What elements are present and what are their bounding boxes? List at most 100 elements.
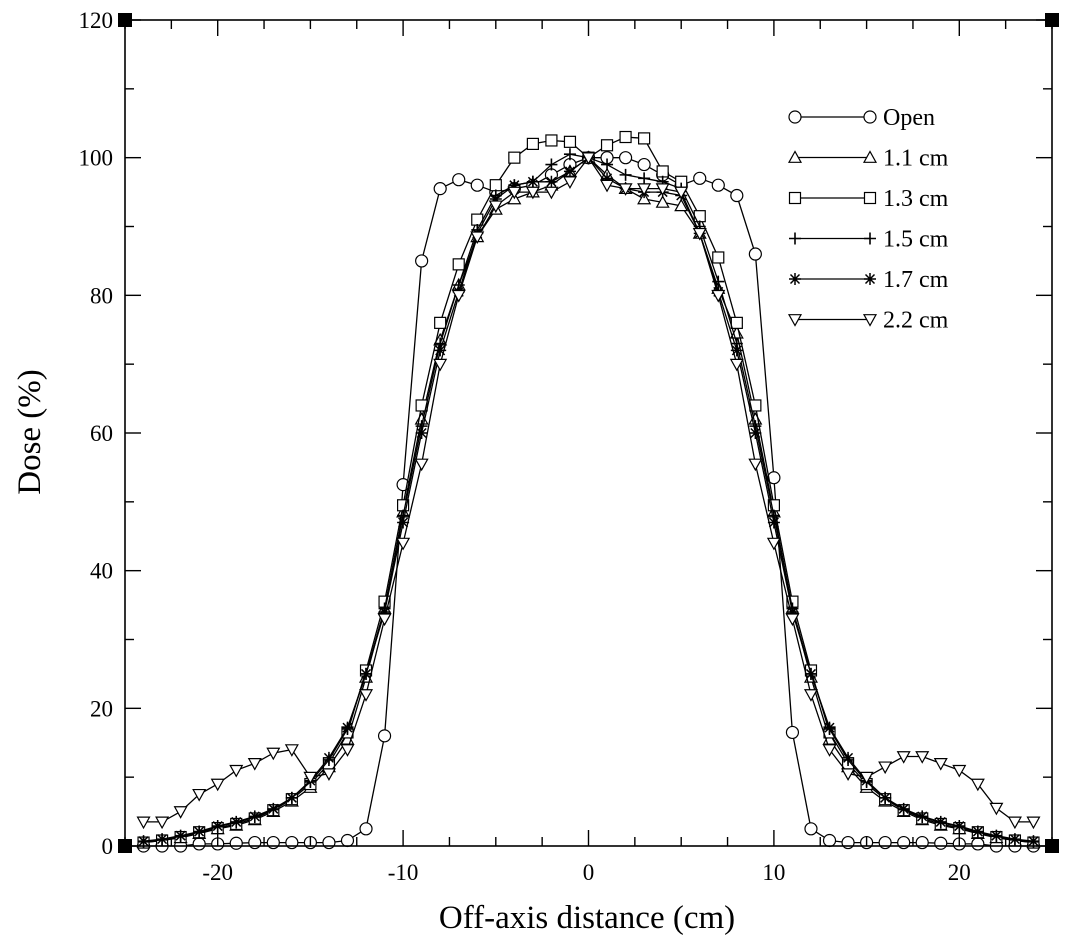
data-point bbox=[434, 316, 447, 329]
data-point bbox=[341, 721, 354, 734]
y-axis-title: Dose (%) bbox=[12, 369, 48, 495]
series-line bbox=[143, 156, 1034, 823]
legend-marker bbox=[788, 110, 802, 124]
data-point bbox=[211, 820, 224, 833]
data-point bbox=[655, 195, 670, 208]
data-point bbox=[248, 810, 261, 823]
data-point bbox=[563, 148, 576, 161]
legend-marker bbox=[864, 232, 876, 245]
data-point bbox=[433, 182, 447, 196]
data-point bbox=[359, 822, 373, 836]
data-point bbox=[692, 227, 707, 241]
data-point bbox=[470, 178, 484, 192]
data-point bbox=[637, 157, 651, 172]
legend-marker bbox=[787, 150, 803, 163]
plot-area bbox=[136, 130, 1041, 853]
data-point bbox=[601, 172, 614, 185]
plot-frame bbox=[124, 19, 1053, 847]
legend-marker bbox=[789, 232, 801, 245]
data-point bbox=[174, 829, 187, 842]
data-point bbox=[971, 825, 984, 838]
data-point bbox=[192, 788, 207, 802]
data-point bbox=[451, 289, 466, 303]
data-point bbox=[971, 837, 985, 851]
data-point bbox=[415, 427, 428, 439]
y-tick-label: 20 bbox=[90, 696, 113, 721]
data-point bbox=[952, 764, 967, 778]
legend-marker bbox=[862, 150, 878, 163]
data-point bbox=[1026, 816, 1041, 830]
legend-label: 1.3 cm bbox=[883, 186, 949, 212]
data-point bbox=[859, 771, 874, 785]
x-tick-label: -20 bbox=[202, 860, 233, 885]
legend-marker bbox=[789, 273, 801, 285]
data-point bbox=[619, 130, 632, 144]
data-point bbox=[786, 605, 799, 618]
legend-label: Open bbox=[883, 105, 935, 131]
data-point bbox=[470, 231, 485, 245]
y-tick-label: 80 bbox=[90, 283, 113, 308]
data-point bbox=[525, 186, 540, 200]
data-point bbox=[508, 151, 521, 164]
data-point bbox=[544, 186, 559, 200]
data-point bbox=[915, 751, 930, 764]
data-point bbox=[562, 176, 577, 189]
data-point bbox=[155, 816, 170, 830]
data-point bbox=[266, 747, 281, 761]
y-tick-label: 0 bbox=[102, 834, 114, 859]
data-point bbox=[601, 158, 614, 171]
data-point bbox=[1008, 833, 1021, 846]
data-point bbox=[340, 744, 355, 757]
data-point bbox=[600, 139, 614, 152]
series-line bbox=[143, 156, 1034, 842]
data-point bbox=[804, 822, 818, 836]
data-point bbox=[896, 751, 911, 764]
x-axis-title: Off-axis distance (cm) bbox=[439, 900, 735, 936]
data-point bbox=[1007, 816, 1022, 830]
data-point bbox=[545, 175, 558, 188]
data-point bbox=[637, 191, 652, 205]
data-point bbox=[766, 537, 781, 551]
data-point bbox=[415, 254, 429, 268]
x-tick-label: -10 bbox=[388, 860, 419, 885]
data-point bbox=[488, 200, 503, 214]
data-point bbox=[581, 152, 596, 165]
data-point bbox=[638, 132, 651, 145]
data-point bbox=[247, 757, 262, 771]
data-point bbox=[934, 836, 948, 850]
data-point bbox=[934, 815, 947, 828]
data-point bbox=[507, 186, 522, 200]
data-point bbox=[803, 689, 818, 702]
data-point bbox=[397, 516, 410, 529]
data-point bbox=[229, 764, 244, 778]
series-5 bbox=[136, 152, 1041, 830]
data-point bbox=[396, 537, 411, 551]
data-point bbox=[767, 471, 781, 485]
data-point bbox=[638, 172, 651, 185]
data-point bbox=[489, 192, 502, 205]
series-3 bbox=[137, 148, 1040, 848]
data-point bbox=[730, 188, 744, 203]
data-point bbox=[619, 168, 632, 181]
legend-marker bbox=[862, 314, 878, 327]
data-point bbox=[359, 689, 374, 702]
data-point bbox=[377, 613, 392, 627]
legend-marker bbox=[787, 314, 803, 327]
data-point bbox=[804, 667, 817, 680]
x-tick-label: 0 bbox=[583, 860, 595, 885]
data-point bbox=[618, 151, 633, 165]
data-point bbox=[340, 833, 355, 848]
y-tick-label: 120 bbox=[79, 8, 114, 33]
y-tick-label: 40 bbox=[90, 559, 113, 584]
data-point bbox=[712, 251, 725, 264]
data-point bbox=[452, 258, 465, 271]
data-point bbox=[656, 165, 669, 178]
series-1 bbox=[136, 150, 1041, 848]
data-point bbox=[600, 179, 615, 193]
data-point bbox=[563, 165, 576, 178]
data-point bbox=[452, 173, 466, 187]
data-point bbox=[545, 158, 558, 171]
data-point bbox=[321, 768, 336, 781]
data-point bbox=[693, 171, 707, 185]
data-point bbox=[730, 316, 743, 329]
